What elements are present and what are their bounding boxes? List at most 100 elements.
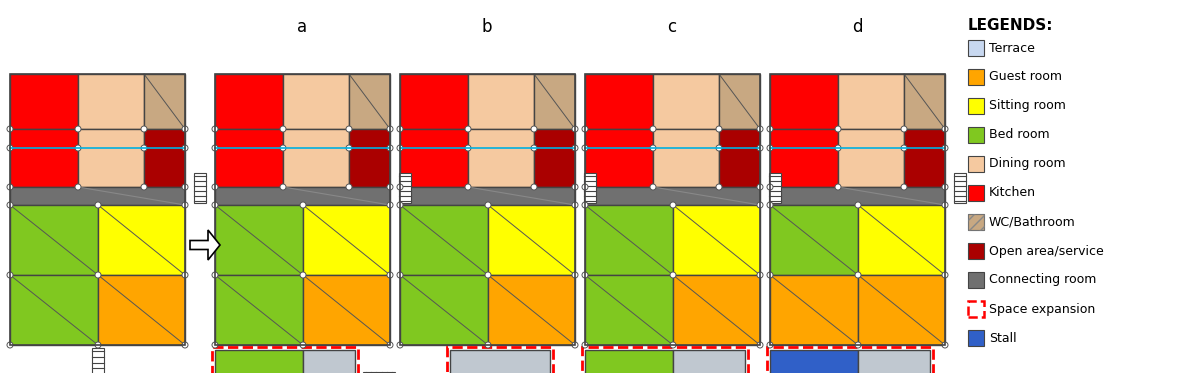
Bar	[653, 74, 719, 129]
Bar	[770, 129, 838, 187]
Bar	[400, 129, 468, 187]
Bar	[586, 275, 673, 345]
Circle shape	[854, 202, 862, 208]
Text: LEGENDS:: LEGENDS:	[968, 18, 1054, 33]
Bar	[586, 74, 760, 345]
Bar	[586, 205, 673, 275]
Circle shape	[386, 145, 394, 151]
Circle shape	[901, 145, 907, 151]
Circle shape	[757, 126, 763, 132]
Circle shape	[182, 184, 188, 190]
Text: Terrace: Terrace	[989, 41, 1034, 54]
Circle shape	[485, 342, 491, 348]
Bar	[10, 74, 78, 129]
Bar	[968, 40, 984, 56]
Bar	[968, 156, 984, 172]
Bar	[586, 187, 760, 205]
Text: d: d	[852, 18, 863, 36]
Circle shape	[397, 342, 403, 348]
Bar	[769, 173, 781, 203]
Circle shape	[670, 342, 676, 348]
Bar	[968, 272, 984, 288]
Bar	[302, 275, 390, 345]
Bar	[302, 350, 355, 373]
Circle shape	[757, 272, 763, 278]
Bar	[215, 74, 390, 345]
Circle shape	[582, 342, 588, 348]
Bar	[968, 214, 984, 230]
Circle shape	[466, 126, 470, 132]
Bar	[98, 205, 185, 275]
Circle shape	[530, 126, 538, 132]
Circle shape	[485, 272, 491, 278]
Circle shape	[397, 184, 403, 190]
Bar	[215, 74, 283, 129]
Circle shape	[582, 202, 588, 208]
Circle shape	[485, 202, 491, 208]
Circle shape	[7, 342, 13, 348]
Bar	[10, 205, 98, 275]
Circle shape	[670, 202, 676, 208]
Bar	[534, 74, 575, 129]
Circle shape	[942, 272, 948, 278]
Circle shape	[397, 145, 403, 151]
Bar	[586, 74, 653, 129]
Text: WC/Bathroom: WC/Bathroom	[989, 216, 1075, 229]
Circle shape	[716, 126, 722, 132]
Circle shape	[182, 272, 188, 278]
Circle shape	[7, 126, 13, 132]
Circle shape	[572, 145, 578, 151]
Text: Space expansion: Space expansion	[989, 303, 1096, 316]
Bar	[673, 205, 760, 275]
Bar	[584, 173, 596, 203]
Bar	[954, 173, 966, 203]
Circle shape	[7, 184, 13, 190]
Circle shape	[142, 126, 148, 132]
Circle shape	[182, 342, 188, 348]
Circle shape	[767, 145, 773, 151]
Circle shape	[386, 202, 394, 208]
Bar	[968, 214, 984, 230]
Circle shape	[716, 145, 722, 151]
Bar	[767, 347, 934, 373]
Circle shape	[212, 126, 218, 132]
Text: a: a	[296, 18, 307, 36]
Circle shape	[572, 272, 578, 278]
Text: c: c	[667, 18, 677, 36]
Bar	[400, 187, 575, 205]
Bar	[10, 74, 185, 345]
Text: Kitchen: Kitchen	[989, 186, 1036, 200]
Circle shape	[95, 202, 101, 208]
Bar	[838, 74, 904, 129]
Circle shape	[650, 126, 656, 132]
Text: Sitting room: Sitting room	[989, 100, 1066, 113]
Circle shape	[142, 145, 148, 151]
Circle shape	[300, 202, 306, 208]
Bar	[770, 74, 946, 345]
Bar	[400, 275, 488, 345]
Circle shape	[901, 184, 907, 190]
Bar	[215, 187, 390, 205]
Circle shape	[530, 145, 538, 151]
Circle shape	[300, 272, 306, 278]
Bar	[215, 350, 302, 373]
Bar	[770, 350, 858, 373]
Circle shape	[572, 126, 578, 132]
Bar	[968, 69, 984, 85]
Bar	[78, 129, 144, 187]
Circle shape	[182, 126, 188, 132]
Bar	[400, 74, 468, 129]
Circle shape	[572, 184, 578, 190]
Text: Open area/service: Open area/service	[989, 244, 1104, 257]
Bar	[302, 205, 390, 275]
Bar	[904, 129, 946, 187]
Bar	[719, 74, 760, 129]
Circle shape	[942, 145, 948, 151]
Bar	[858, 205, 946, 275]
Circle shape	[74, 126, 82, 132]
Circle shape	[346, 145, 352, 151]
Circle shape	[386, 342, 394, 348]
Circle shape	[650, 184, 656, 190]
Circle shape	[942, 342, 948, 348]
Circle shape	[767, 184, 773, 190]
